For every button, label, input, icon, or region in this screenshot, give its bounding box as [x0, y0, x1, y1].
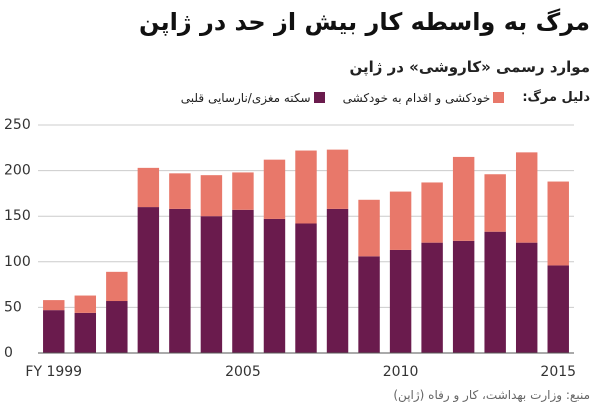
bar-segment: [169, 173, 191, 209]
legend-title: دلیل مرگ:: [522, 90, 590, 105]
bar-segment: [295, 223, 317, 353]
bar-segment: [547, 265, 569, 353]
bar-segment: [200, 216, 223, 353]
bar-segment: [106, 271, 128, 302]
bar-segment: [358, 199, 380, 257]
legend-label: سکته مغزی/نارسایی قلبی: [180, 90, 311, 105]
legend: دلیل مرگ: خودکشی و اقدام به خودکشی سکته م…: [181, 90, 590, 105]
bar-segment: [515, 242, 538, 353]
y-tick-label: 250: [4, 117, 31, 133]
bar-segment: [137, 207, 160, 353]
bar-segment: [263, 218, 286, 353]
bar-segment: [484, 174, 506, 232]
bar-segment: [547, 181, 569, 266]
x-tick-label: 2015: [540, 364, 576, 380]
y-tick-label: 0: [4, 345, 13, 361]
bar-segment: [326, 149, 349, 209]
legend-item: سکته مغزی/نارسایی قلبی: [181, 91, 325, 105]
bar-segment: [452, 156, 475, 241]
bar-segment: [137, 167, 160, 208]
bar-segment: [232, 209, 254, 353]
bar-segment: [43, 310, 65, 353]
bar-segment: [232, 172, 254, 210]
x-tick-label: FY 1999: [25, 364, 82, 380]
bar-segment: [389, 191, 412, 250]
bar-segment: [421, 182, 443, 243]
bar-segment: [74, 295, 97, 313]
bar-segment: [43, 300, 65, 311]
bar-segment: [421, 242, 443, 353]
chart-title: مرگ به واسطه کار بیش از حد در ژاپن: [139, 8, 590, 36]
bar-segment: [515, 152, 538, 243]
y-tick-label: 200: [4, 163, 31, 179]
y-tick-label: 50: [4, 299, 22, 315]
bar-segment: [389, 249, 412, 353]
source: منبع: وزارت بهداشت، کار و رفاه (ژاپن): [393, 388, 590, 402]
y-tick-label: 150: [4, 208, 31, 224]
chart-subtitle: موارد رسمی «کاروشی» در ژاپن: [349, 58, 590, 76]
legend-swatch: [313, 92, 325, 103]
y-tick-label: 100: [4, 254, 31, 270]
legend-swatch: [493, 92, 505, 103]
bar-segment: [484, 231, 506, 353]
bar-segment: [295, 150, 317, 224]
bar-segment: [74, 312, 97, 353]
bar-segment: [106, 301, 128, 353]
bar-segment: [200, 175, 223, 217]
bar-segment: [358, 256, 380, 353]
bar-segment: [326, 208, 349, 353]
bar-segment: [263, 159, 286, 219]
x-tick-label: 2005: [225, 364, 261, 380]
legend-label: خودکشی و اقدام به خودکشی: [342, 90, 491, 105]
bar-segment: [169, 208, 191, 353]
x-tick-label: 2010: [383, 364, 419, 380]
legend-item: خودکشی و اقدام به خودکشی: [343, 91, 505, 105]
bar-segment: [452, 240, 475, 353]
